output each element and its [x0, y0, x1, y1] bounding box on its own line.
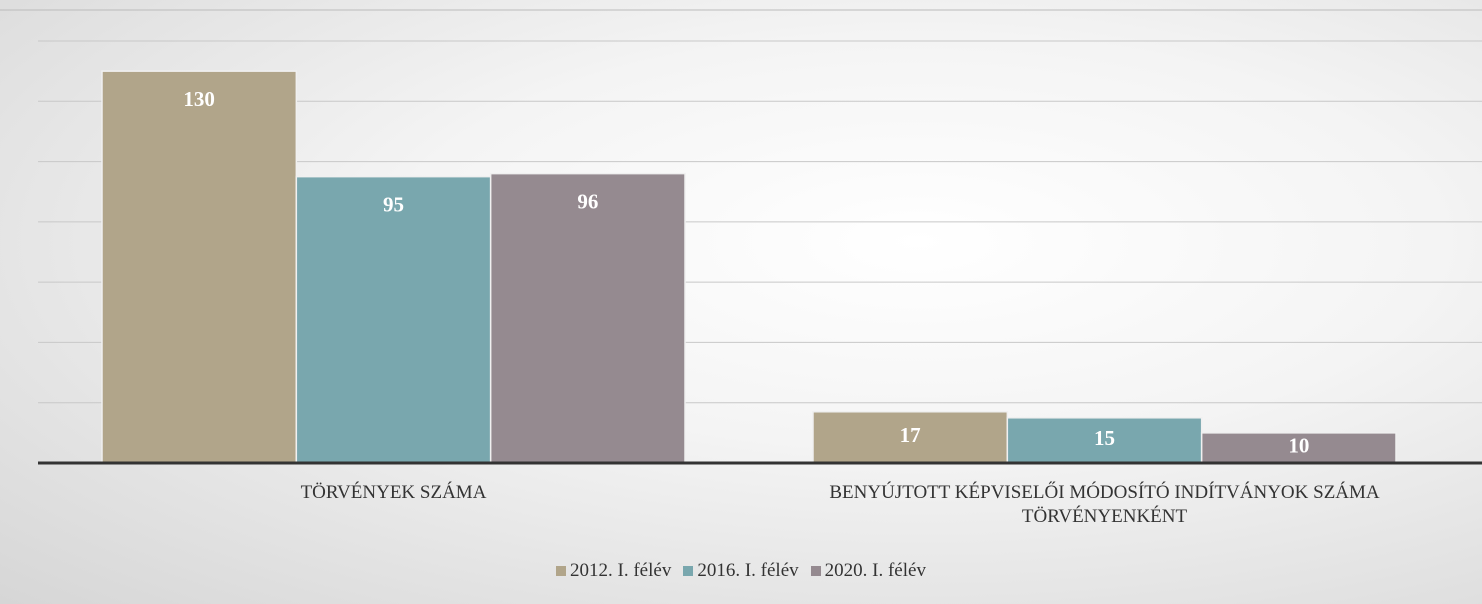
legend-label: 2020. I. félév: [824, 560, 926, 581]
bar: [812, 411, 1009, 464]
legend: 2012. I. félév 2016. I. félév 2020. I. fél…: [0, 560, 1482, 582]
bar: [489, 172, 686, 464]
legend-swatch: [683, 566, 694, 576]
legend-item: 2012. I. félév: [556, 560, 671, 582]
legend-item: 2020. I. félév: [810, 560, 926, 582]
bar: [101, 70, 298, 464]
legend-swatch: [556, 566, 567, 576]
legend-item: 2016. I. félév: [683, 560, 799, 582]
data-label: 10: [1288, 434, 1309, 458]
data-label: 96: [577, 189, 598, 213]
legend-swatch: [810, 566, 821, 576]
data-label: 15: [1094, 426, 1115, 450]
x-tick-label: TÖRVÉNYEK SZÁMA: [300, 482, 487, 503]
data-label: 95: [383, 192, 404, 216]
data-label: 130: [183, 87, 215, 111]
bar: [295, 175, 492, 464]
legend-label: 2016. I. félév: [697, 560, 799, 581]
x-tick-label: BENYÚJTOTT KÉPVISELŐI MÓDOSÍTÓ INDÍTVÁNY…: [829, 482, 1380, 527]
legend-label: 2012. I. félév: [570, 560, 672, 581]
data-label: 17: [900, 423, 921, 447]
